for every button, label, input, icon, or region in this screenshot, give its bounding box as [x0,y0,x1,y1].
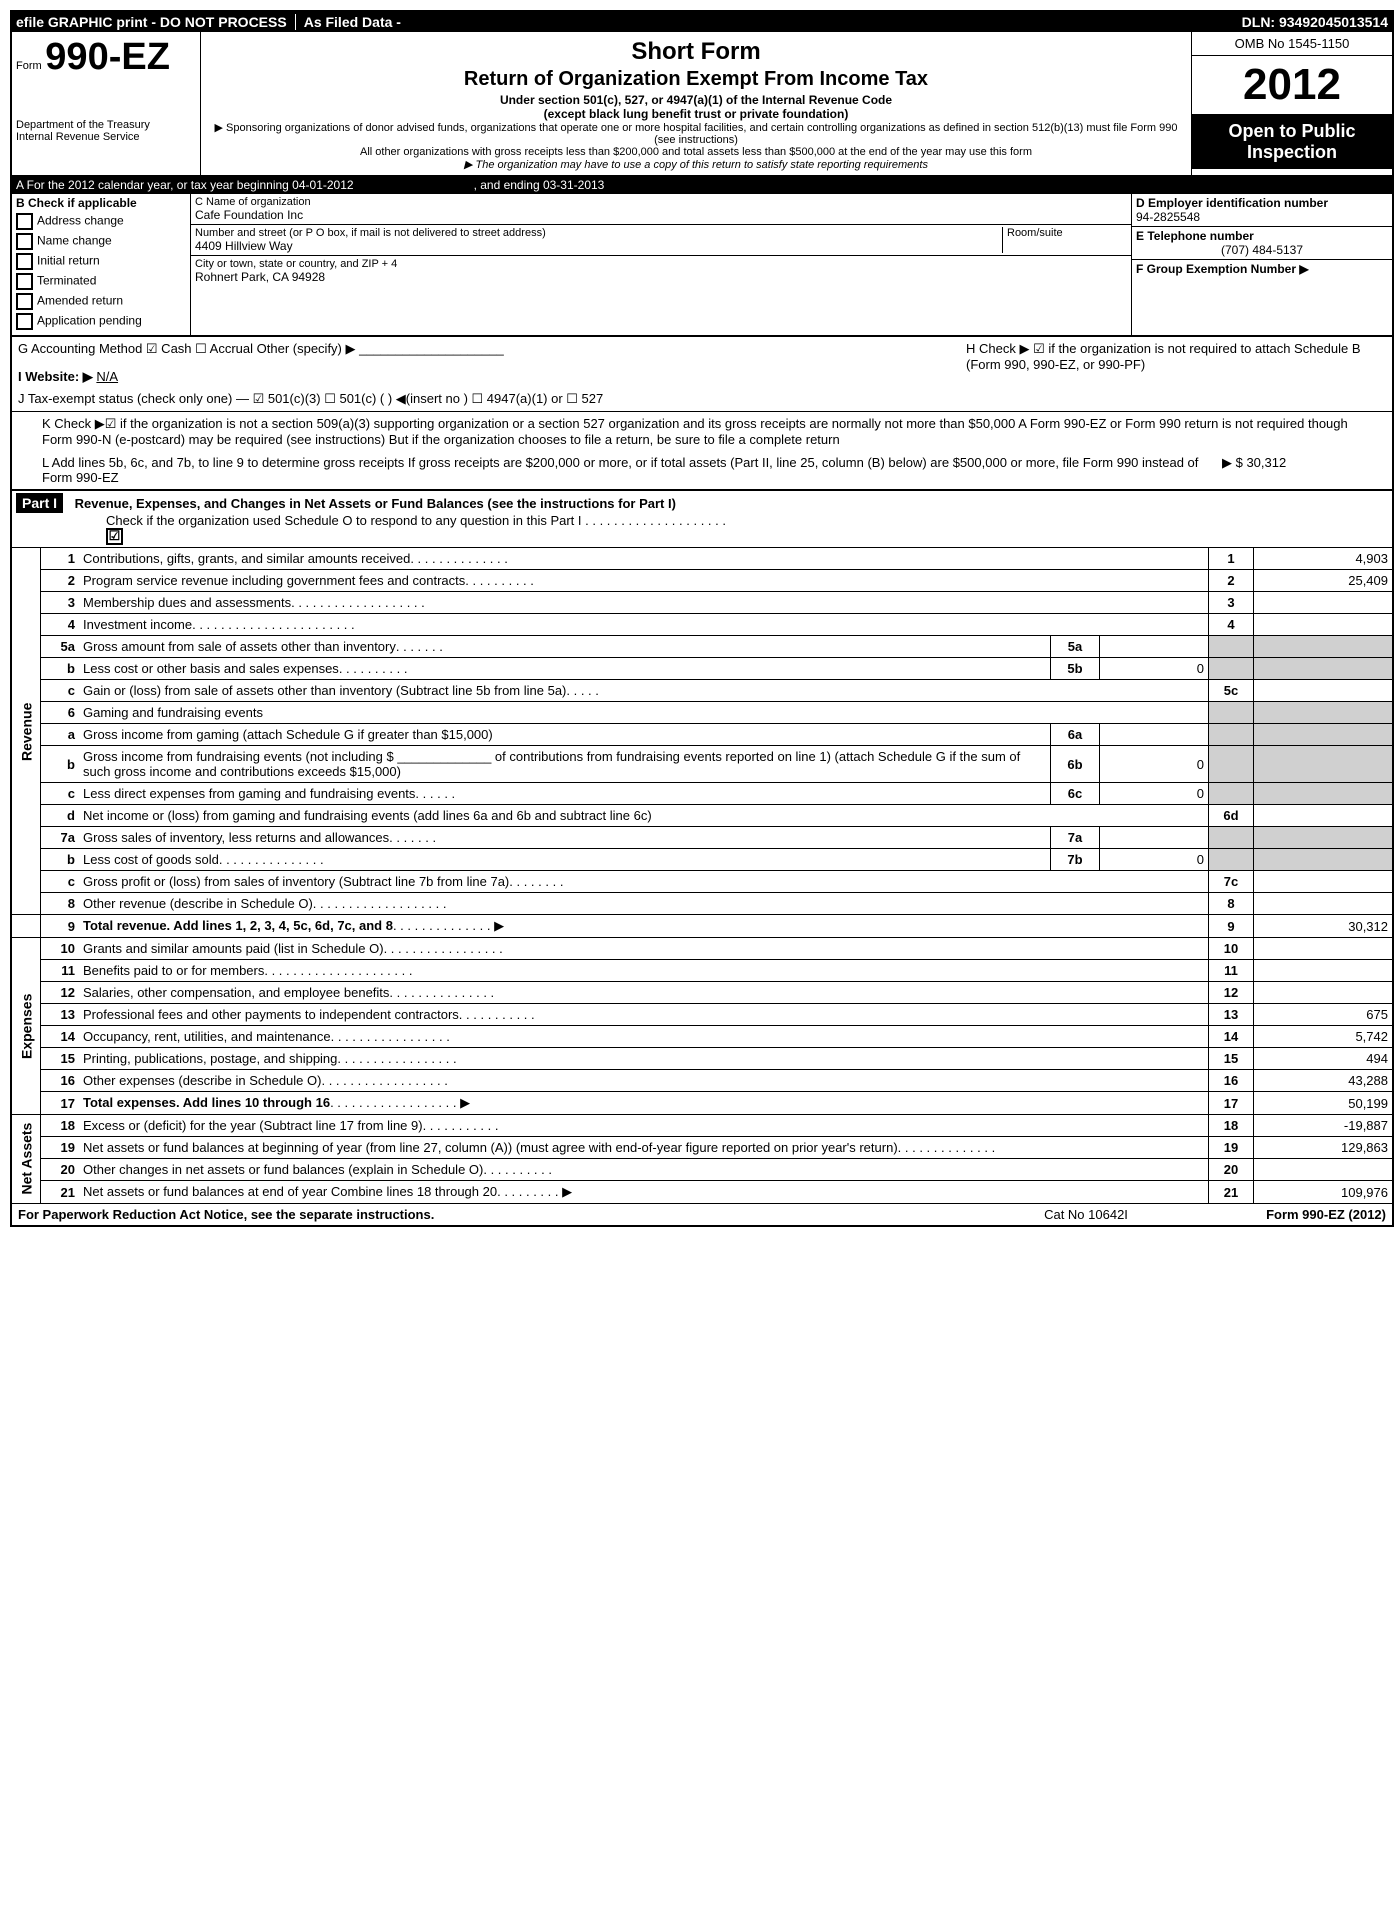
subtitle-2: (except black lung benefit trust or priv… [205,107,1187,121]
form-prefix: Form [16,60,42,72]
org-name-field: C Name of organization Cafe Foundation I… [191,194,1131,225]
lines-table: Revenue 1 Contributions, gifts, grants, … [12,547,1392,1203]
efile-notice: efile GRAPHIC print - DO NOT PROCESS [16,14,287,30]
section-gh: G Accounting Method ☑ Cash ☐ Accrual Oth… [12,336,1392,411]
part1-title: Revenue, Expenses, and Changes in Net As… [75,496,676,511]
group-exemption: F Group Exemption Number ▶ [1132,260,1392,278]
paperwork-notice: For Paperwork Reduction Act Notice, see … [18,1207,986,1222]
tax-year: 2012 [1192,56,1392,115]
section-h: H Check ▶ ☑ if the organization is not r… [966,341,1386,407]
col-d: D Employer identification number 94-2825… [1131,194,1392,335]
section-l: L Add lines 5b, 6c, and 7b, to line 9 to… [42,455,1222,485]
street: 4409 Hillview Way [195,239,1002,253]
section-g: G Accounting Method ☑ Cash ☐ Accrual Oth… [18,341,966,357]
tel: (707) 484-5137 [1136,243,1388,257]
section-l-row: L Add lines 5b, 6c, and 7b, to line 9 to… [12,451,1392,489]
subtitle-1: Under section 501(c), 527, or 4947(a)(1)… [205,93,1187,107]
form-id: Form 990-EZ (2012) [1186,1207,1386,1222]
chk-name[interactable]: Name change [16,233,186,250]
chk-terminated[interactable]: Terminated [16,273,186,290]
note-1: ▶ Sponsoring organizations of donor advi… [205,121,1187,146]
form-title-box: Form 990-EZ Department of the Treasury I… [12,32,201,175]
city: Rohnert Park, CA 94928 [195,270,1127,284]
center-title: Short Form Return of Organization Exempt… [201,32,1191,175]
side-revenue: Revenue [12,548,41,915]
cat-no: Cat No 10642I [986,1207,1186,1222]
tel-label: E Telephone number [1136,229,1388,243]
open-to-public: Open to Public Inspection [1192,115,1392,169]
street-field: Number and street (or P O box, if mail i… [191,225,1131,256]
section-k: K Check ▶☑ if the organization is not a … [12,411,1392,451]
short-form: Short Form [205,38,1187,66]
omb-number: OMB No 1545-1150 [1192,32,1392,56]
col-b: B Check if applicable Address change Nam… [12,194,191,335]
section-j: J Tax-exempt status (check only one) — ☑… [18,391,966,407]
tax-year-end: , and ending 03-31-2013 [474,178,605,192]
street-label: Number and street (or P O box, if mail i… [195,227,1002,239]
tax-year-begin: A For the 2012 calendar year, or tax yea… [16,178,354,192]
side-expenses: Expenses [12,938,41,1115]
as-filed: As Filed Data - [295,14,401,30]
city-label: City or town, state or country, and ZIP … [195,258,1127,270]
bcde-row: B Check if applicable Address change Nam… [12,194,1392,336]
side-netassets: Net Assets [12,1115,41,1204]
dept-treasury: Department of the Treasury [16,119,196,131]
note-2: All other organizations with gross recei… [205,146,1187,158]
col-c: C Name of organization Cafe Foundation I… [191,194,1131,335]
ein-label: D Employer identification number [1136,196,1388,210]
chk-address[interactable]: Address change [16,213,186,230]
ein-box: D Employer identification number 94-2825… [1132,194,1392,227]
section-l-amount: ▶ $ 30,312 [1222,455,1362,485]
part1-checkbox[interactable]: ☑ [106,528,123,545]
right-box: OMB No 1545-1150 2012 Open to Public Ins… [1191,32,1392,175]
part1-badge: Part I [16,493,63,513]
tel-box: E Telephone number (707) 484-5137 [1132,227,1392,260]
main-title: Return of Organization Exempt From Incom… [205,68,1187,91]
room-label: Room/suite [1002,227,1127,253]
chk-amended[interactable]: Amended return [16,293,186,310]
dept-irs: Internal Revenue Service [16,131,196,143]
col-b-title: B Check if applicable [16,196,186,210]
section-a: A For the 2012 calendar year, or tax yea… [12,176,1392,194]
note-3: ▶ The organization may have to use a cop… [205,158,1187,171]
city-field: City or town, state or country, and ZIP … [191,256,1131,286]
ein: 94-2825548 [1136,210,1388,224]
form-number: 990-EZ [45,36,170,78]
footer: For Paperwork Reduction Act Notice, see … [12,1203,1392,1225]
org-name: Cafe Foundation Inc [195,208,1127,222]
chk-initial[interactable]: Initial return [16,253,186,270]
chk-pending[interactable]: Application pending [16,313,186,330]
header-row: Form 990-EZ Department of the Treasury I… [12,32,1392,176]
form-990ez: efile GRAPHIC print - DO NOT PROCESS As … [10,10,1394,1227]
part1-header-row: Part I Revenue, Expenses, and Changes in… [12,489,1392,547]
org-name-label: C Name of organization [195,196,1127,208]
part1-check-note: Check if the organization used Schedule … [106,513,726,528]
section-i: I Website: ▶ I Website: ▶ N/AN/A [18,369,966,385]
header-bar: efile GRAPHIC print - DO NOT PROCESS As … [12,12,1392,32]
dln: DLN: 93492045013514 [1242,14,1388,30]
